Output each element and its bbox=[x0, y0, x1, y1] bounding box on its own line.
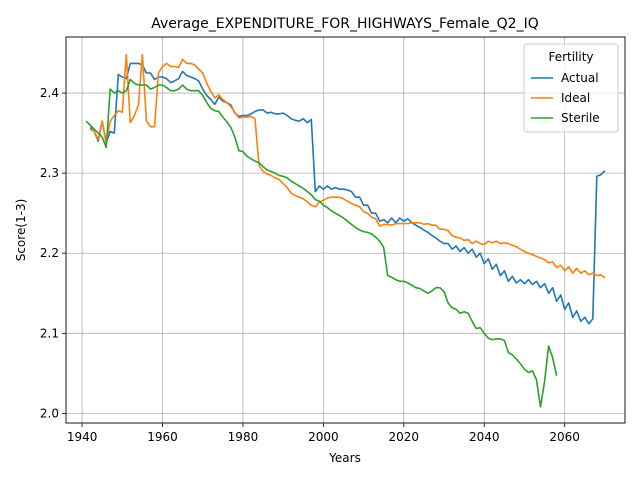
y-tick-label: 2.1 bbox=[40, 326, 59, 340]
x-tick-label: 1960 bbox=[147, 430, 178, 444]
x-tick-label: 2040 bbox=[469, 430, 500, 444]
chart-title: Average_EXPENDITURE_FOR_HIGHWAYS_Female_… bbox=[151, 16, 539, 32]
legend: Fertility Actual Ideal Sterile bbox=[523, 43, 619, 133]
legend-label-ideal: Ideal bbox=[561, 91, 590, 105]
y-axis-label: Score(1-3) bbox=[14, 199, 28, 262]
y-tick-label: 2.2 bbox=[40, 246, 59, 260]
x-tick-label: 1980 bbox=[228, 430, 259, 444]
y-tick-label: 2.4 bbox=[40, 86, 59, 100]
legend-label-actual: Actual bbox=[561, 71, 599, 85]
legend-label-sterile: Sterile bbox=[561, 111, 600, 125]
x-axis: 1940 1960 1980 2000 2020 2040 2060 bbox=[67, 423, 580, 444]
series-layer bbox=[85, 53, 606, 408]
plot-frame bbox=[65, 36, 626, 424]
y-tick-label: 2.3 bbox=[40, 166, 59, 180]
x-tick-label: 1940 bbox=[67, 430, 98, 444]
series-line-ideal bbox=[89, 53, 606, 279]
legend-box bbox=[523, 43, 619, 133]
legend-items: Actual Ideal Sterile bbox=[531, 71, 600, 125]
series-line-sterile bbox=[85, 78, 558, 408]
x-tick-label: 2020 bbox=[389, 430, 420, 444]
legend-title: Fertility bbox=[548, 50, 593, 64]
series-line-actual bbox=[89, 62, 606, 325]
y-axis: 2.0 2.1 2.2 2.3 2.4 bbox=[40, 86, 66, 420]
x-tick-label: 2060 bbox=[549, 430, 580, 444]
grid bbox=[66, 37, 625, 423]
y-tick-label: 2.0 bbox=[40, 406, 59, 420]
x-tick-label: 2000 bbox=[308, 430, 339, 444]
x-axis-label: Years bbox=[328, 451, 361, 465]
